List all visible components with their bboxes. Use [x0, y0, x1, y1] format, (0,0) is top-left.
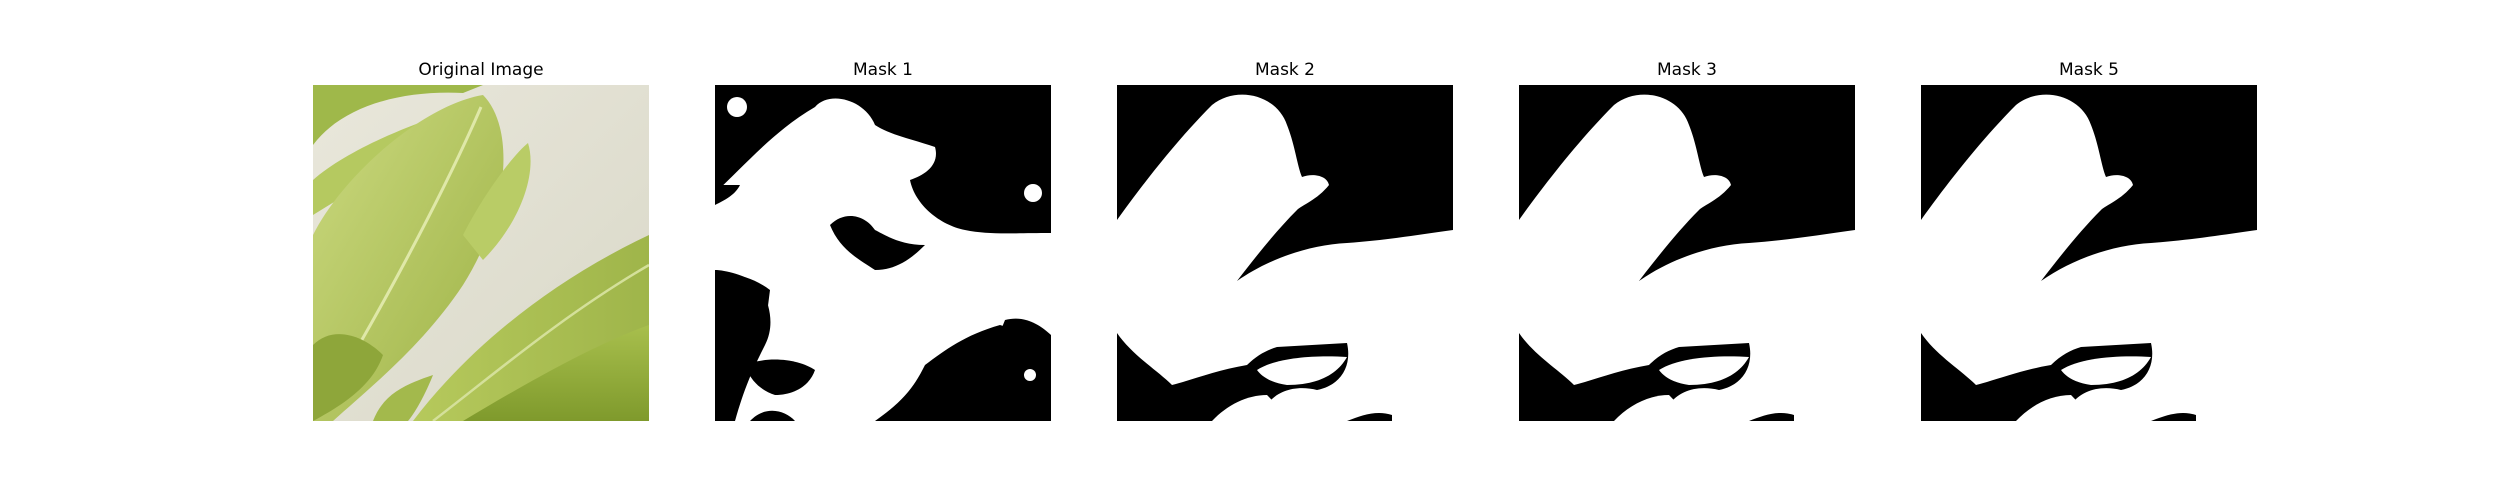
- original-image: [313, 85, 649, 421]
- mask-1-image: [715, 85, 1051, 421]
- mask-1: [715, 85, 1051, 421]
- mask-2: [1117, 85, 1453, 421]
- panel-title-mask-5: Mask 5: [2058, 60, 2119, 80]
- panel-title-mask-3: Mask 3: [1656, 60, 1717, 80]
- mask-5: [1921, 85, 2257, 421]
- panel-title-original: Original Image: [418, 60, 544, 80]
- panel-title-mask-2: Mask 2: [1254, 60, 1315, 80]
- mask-3: [1519, 85, 1855, 421]
- mask-3-image: [1519, 85, 1855, 421]
- leaf-photo: [313, 85, 649, 421]
- mask-5-image: [1921, 85, 2257, 421]
- mask-2-image: [1117, 85, 1453, 421]
- panel-title-mask-1: Mask 1: [852, 60, 913, 80]
